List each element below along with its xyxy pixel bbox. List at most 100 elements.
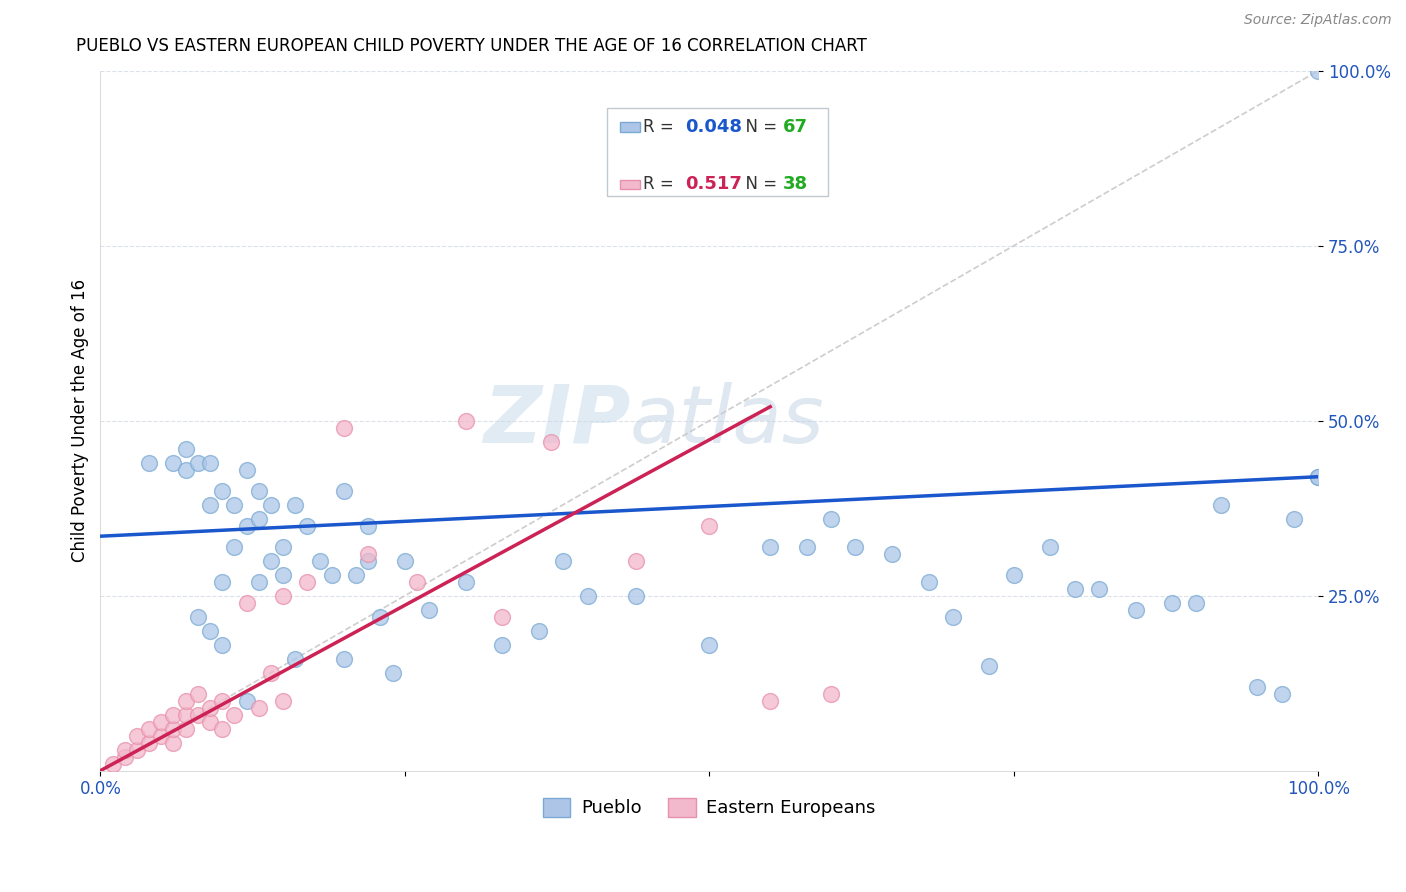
Point xyxy=(759,540,782,554)
Point xyxy=(381,665,404,680)
Point xyxy=(284,651,307,665)
Point xyxy=(942,609,965,624)
Point xyxy=(1246,680,1268,694)
Point xyxy=(357,547,380,561)
Point xyxy=(697,518,720,533)
Point xyxy=(235,463,257,477)
Text: atlas: atlas xyxy=(630,382,825,459)
Y-axis label: Child Poverty Under the Age of 16: Child Poverty Under the Age of 16 xyxy=(72,279,89,562)
Point xyxy=(344,567,367,582)
Point xyxy=(844,540,866,554)
Point xyxy=(491,609,513,624)
Point xyxy=(284,498,307,512)
Point xyxy=(247,700,270,714)
Point xyxy=(211,722,233,736)
Point xyxy=(1063,582,1085,596)
Point xyxy=(162,456,184,470)
Point xyxy=(1308,469,1330,483)
Point xyxy=(1209,498,1232,512)
Point xyxy=(979,658,1001,673)
Point xyxy=(357,518,380,533)
Text: R =: R = xyxy=(643,118,679,136)
Point xyxy=(224,498,246,512)
Point xyxy=(125,742,148,756)
Point xyxy=(626,589,648,603)
Text: 0.517: 0.517 xyxy=(685,176,741,194)
Text: 67: 67 xyxy=(783,118,808,136)
Text: 0.048: 0.048 xyxy=(685,118,742,136)
Point xyxy=(1002,567,1025,582)
Point xyxy=(308,554,330,568)
Point xyxy=(697,638,720,652)
Text: R =: R = xyxy=(643,176,679,194)
Point xyxy=(114,742,136,756)
Point xyxy=(333,421,356,435)
Point xyxy=(1185,596,1208,610)
Point xyxy=(260,665,283,680)
Point xyxy=(162,722,184,736)
Point xyxy=(138,736,160,750)
Point xyxy=(211,638,233,652)
Text: 38: 38 xyxy=(783,176,808,194)
Point xyxy=(138,722,160,736)
Point xyxy=(211,483,233,498)
Point xyxy=(454,414,477,428)
Point xyxy=(1271,687,1294,701)
Point xyxy=(576,589,599,603)
Point xyxy=(162,707,184,722)
Point xyxy=(198,456,221,470)
Point xyxy=(235,694,257,708)
Point xyxy=(150,714,173,729)
Point xyxy=(1088,582,1111,596)
Point xyxy=(917,574,939,589)
Point xyxy=(174,722,197,736)
Point xyxy=(271,694,294,708)
Point xyxy=(1161,596,1184,610)
Point xyxy=(1039,540,1062,554)
Point xyxy=(174,707,197,722)
Point xyxy=(1308,63,1330,78)
Point xyxy=(394,554,416,568)
Text: N =: N = xyxy=(735,118,783,136)
Point xyxy=(626,554,648,568)
Point xyxy=(321,567,343,582)
Point xyxy=(187,609,209,624)
Point xyxy=(271,589,294,603)
Point xyxy=(187,707,209,722)
Point xyxy=(247,483,270,498)
Point xyxy=(796,540,818,554)
Text: N =: N = xyxy=(735,176,783,194)
Point xyxy=(271,567,294,582)
Point xyxy=(224,707,246,722)
Point xyxy=(418,603,440,617)
Point xyxy=(224,540,246,554)
Point xyxy=(1282,512,1305,526)
Point xyxy=(162,736,184,750)
Point xyxy=(553,554,575,568)
Point xyxy=(198,714,221,729)
Point xyxy=(174,442,197,456)
Point xyxy=(759,694,782,708)
Point xyxy=(820,512,842,526)
Point xyxy=(174,694,197,708)
Point xyxy=(1308,469,1330,483)
Point xyxy=(114,749,136,764)
Point xyxy=(198,498,221,512)
Point xyxy=(297,574,319,589)
Point xyxy=(1125,603,1147,617)
Point xyxy=(540,434,562,449)
Point xyxy=(527,624,550,638)
Point xyxy=(370,609,392,624)
Point xyxy=(247,574,270,589)
Point xyxy=(880,547,903,561)
Point xyxy=(333,651,356,665)
Point xyxy=(235,596,257,610)
Point xyxy=(198,624,221,638)
Text: Source: ZipAtlas.com: Source: ZipAtlas.com xyxy=(1244,13,1392,28)
Point xyxy=(406,574,429,589)
Point xyxy=(174,463,197,477)
Point xyxy=(187,687,209,701)
Point xyxy=(247,512,270,526)
Point xyxy=(211,574,233,589)
Text: PUEBLO VS EASTERN EUROPEAN CHILD POVERTY UNDER THE AGE OF 16 CORRELATION CHART: PUEBLO VS EASTERN EUROPEAN CHILD POVERTY… xyxy=(76,37,868,55)
